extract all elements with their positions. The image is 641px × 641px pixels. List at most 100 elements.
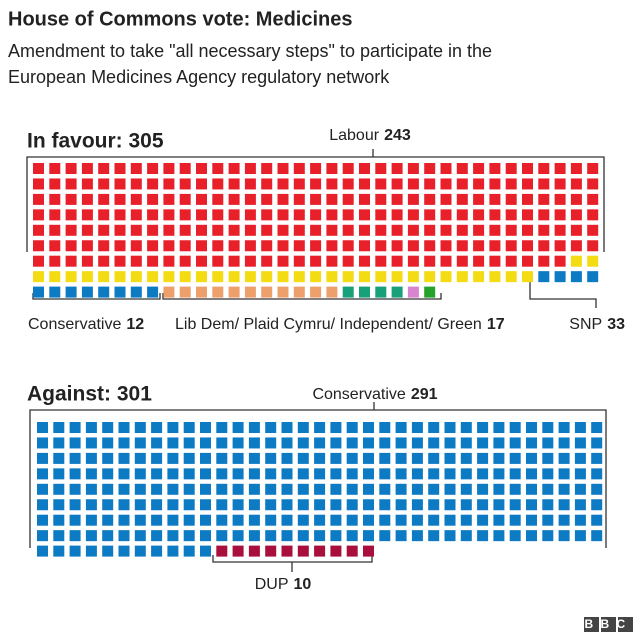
seat [49,240,61,252]
seat [574,452,586,464]
seat [118,514,130,526]
seat [81,163,93,174]
seat [232,468,244,480]
seat [587,178,599,190]
seat [114,286,126,298]
seat [293,286,305,298]
seat [281,499,293,511]
seat [509,437,521,449]
seat [407,163,419,174]
seat [183,468,195,480]
seat [428,514,440,526]
seat [542,499,554,511]
seat [346,452,358,464]
seat [456,240,468,252]
seat [363,452,374,464]
seat [179,224,191,236]
series-name: Conservative [312,386,405,403]
series-label: Conservative 12 [28,316,144,333]
seat [359,193,370,205]
group-title: Against: 301 [27,383,152,406]
seat [570,163,582,174]
seat [314,437,326,449]
seat [505,178,517,190]
seat [102,437,114,449]
seat [460,468,472,480]
seat [85,422,97,433]
seat [587,163,599,174]
seat [118,545,130,557]
seat [326,209,338,221]
seat [228,240,240,252]
seat [293,271,305,283]
seat [424,178,436,190]
seat [375,255,387,267]
seat [102,530,114,542]
seat [130,224,142,236]
seat [395,514,407,526]
series-name: DUP [255,576,289,593]
seat [558,514,570,526]
seat [440,255,452,267]
seat [281,452,293,464]
seat [248,468,260,480]
seat [37,499,48,511]
seat [228,286,240,298]
seat [526,468,537,480]
seat [342,209,354,221]
seat [460,483,472,495]
seat [424,163,436,174]
seat [558,422,570,433]
seat [53,530,65,542]
seat [297,452,309,464]
seat [407,209,419,221]
series-value: 243 [384,127,411,144]
seat [183,545,195,557]
seat [200,530,211,542]
seat [49,224,61,236]
seat [163,271,175,283]
seat [265,437,277,449]
seat [542,530,554,542]
seat [326,240,338,252]
seat [228,255,240,267]
seat [342,286,354,298]
seat [411,514,423,526]
seat [570,193,582,205]
seat [314,468,326,480]
seat [375,163,387,174]
seat [81,178,93,190]
seat [424,209,436,221]
seat [244,193,256,205]
seat [314,514,326,526]
seat [212,193,224,205]
seat [379,514,391,526]
seat [379,437,391,449]
seat [65,271,77,283]
seat [183,483,195,495]
seat [228,271,240,283]
seat [167,437,179,449]
seat [473,271,485,283]
seat [379,499,391,511]
seat [542,452,554,464]
seat [391,224,403,236]
seat [33,163,44,174]
seat [456,255,468,267]
seat [444,499,456,511]
seat [522,224,533,236]
seat [558,437,570,449]
seat [179,255,191,267]
seat [297,483,309,495]
seat [591,422,603,433]
seat [81,209,93,221]
seat [98,271,110,283]
seat [49,178,61,190]
seat [118,483,130,495]
seat [196,240,207,252]
seat [118,530,130,542]
seat [570,240,582,252]
seat [53,452,65,464]
seat [407,271,419,283]
seat [53,499,65,511]
